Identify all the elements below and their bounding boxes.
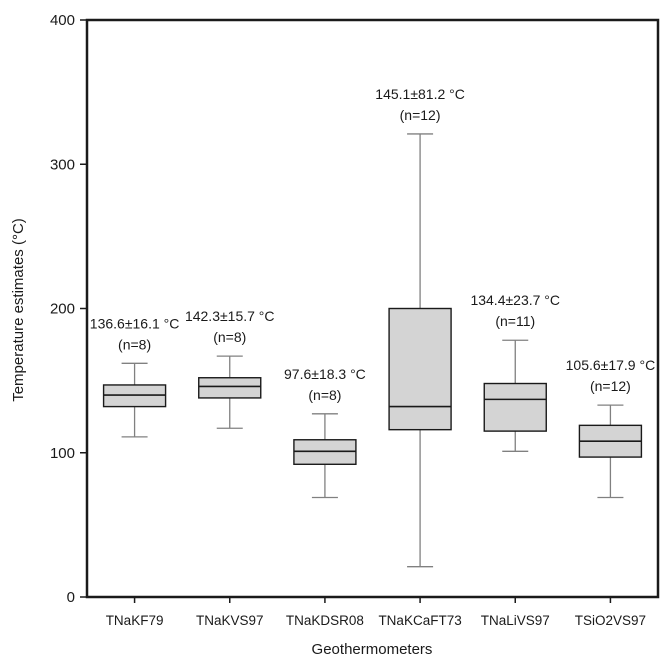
box-iqr [483, 382, 547, 432]
n-label: (n=8) [118, 336, 151, 352]
mean-std-label: 134.4±23.7 °C [470, 292, 560, 308]
plot-area: 0 100 200 300 400 TNaKF79 TNaKVS97 TNaKDSR08 TNa… [50, 12, 660, 628]
mean-std-label: 145.1±81.2 °C [375, 86, 465, 102]
n-label: (n=12) [590, 378, 631, 394]
x-tick-label: TNaLiVS97 [481, 613, 550, 628]
y-tick-label: 100 [50, 445, 75, 462]
box-iqr [388, 307, 452, 431]
x-tick-label: TNaKF79 [106, 613, 164, 628]
x-tick-label: TNaKCaFT73 [378, 613, 461, 628]
x-tick-label: TSiO2VS97 [575, 613, 646, 628]
mean-std-label: 105.6±17.9 °C [566, 357, 656, 373]
y-tick-label: 400 [50, 12, 75, 29]
y-tick-label: 300 [50, 156, 75, 173]
y-axis-label: Temperature estimates (°C) [10, 218, 27, 402]
y-tick-label: 0 [67, 589, 75, 606]
x-tick-label: TNaKVS97 [196, 613, 264, 628]
mean-std-label: 97.6±18.3 °C [284, 366, 366, 382]
mean-std-label: 136.6±16.1 °C [90, 315, 180, 331]
n-label: (n=8) [213, 329, 246, 345]
box-iqr [198, 377, 262, 399]
n-label: (n=8) [308, 387, 341, 403]
n-label: (n=12) [400, 107, 441, 123]
y-tick-label: 200 [50, 301, 75, 318]
x-axis-label: Geothermometers [312, 641, 433, 658]
x-tick-label: TNaKDSR08 [286, 613, 364, 628]
mean-std-label: 142.3±15.7 °C [185, 308, 275, 324]
plot-frame [85, 18, 660, 599]
n-label: (n=11) [495, 313, 535, 329]
